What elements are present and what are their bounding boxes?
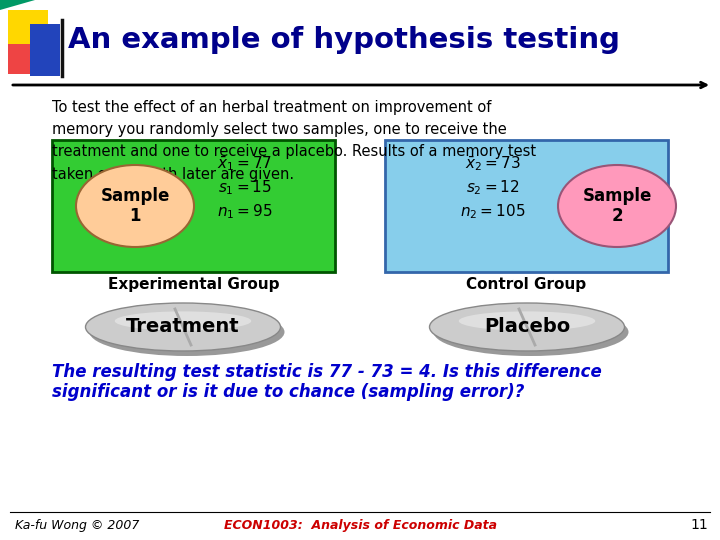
Text: $\bar{x}_2 = 73$: $\bar{x}_2 = 73$ xyxy=(465,154,521,173)
FancyBboxPatch shape xyxy=(30,24,60,76)
Text: Ka-fu Wong © 2007: Ka-fu Wong © 2007 xyxy=(15,518,140,531)
Ellipse shape xyxy=(558,165,676,247)
Text: Sample
2: Sample 2 xyxy=(582,187,652,225)
Ellipse shape xyxy=(433,308,629,356)
FancyBboxPatch shape xyxy=(8,44,38,74)
Text: Control Group: Control Group xyxy=(467,278,587,293)
Text: Experimental Group: Experimental Group xyxy=(108,278,279,293)
Ellipse shape xyxy=(430,303,624,351)
Text: To test the effect of an herbal treatment on improvement of
memory you randomly : To test the effect of an herbal treatmen… xyxy=(52,100,536,181)
Text: significant or is it due to chance (sampling error)?: significant or is it due to chance (samp… xyxy=(52,383,524,401)
Ellipse shape xyxy=(114,312,251,330)
Ellipse shape xyxy=(89,308,284,356)
Text: The resulting test statistic is 77 - 73 = 4. Is this difference: The resulting test statistic is 77 - 73 … xyxy=(52,363,602,381)
Text: $n_2 = 105$: $n_2 = 105$ xyxy=(460,202,526,221)
Text: Treatment: Treatment xyxy=(126,318,240,336)
Text: $s_2 = 12$: $s_2 = 12$ xyxy=(466,179,520,197)
Text: Sample
1: Sample 1 xyxy=(100,187,170,225)
Text: 11: 11 xyxy=(690,518,708,532)
Polygon shape xyxy=(0,0,35,10)
FancyBboxPatch shape xyxy=(8,10,48,48)
Text: ECON1003:  Analysis of Economic Data: ECON1003: Analysis of Economic Data xyxy=(223,518,497,531)
Text: $s_1 = 15$: $s_1 = 15$ xyxy=(218,179,272,197)
Ellipse shape xyxy=(76,165,194,247)
Text: $\bar{x}_1 = 77$: $\bar{x}_1 = 77$ xyxy=(217,154,273,173)
Ellipse shape xyxy=(459,312,595,330)
Ellipse shape xyxy=(86,303,281,351)
Text: $n_1 = 95$: $n_1 = 95$ xyxy=(217,202,273,221)
Text: An example of hypothesis testing: An example of hypothesis testing xyxy=(68,26,620,54)
FancyBboxPatch shape xyxy=(52,140,335,272)
Text: Placebo: Placebo xyxy=(484,318,570,336)
FancyBboxPatch shape xyxy=(385,140,668,272)
